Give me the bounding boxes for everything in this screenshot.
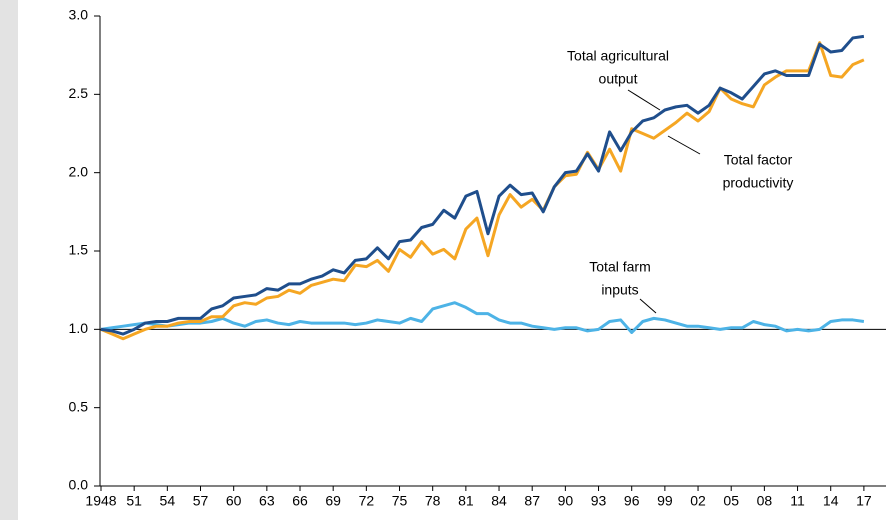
- series-label: productivity: [723, 175, 794, 191]
- x-tick-label: 17: [856, 493, 872, 509]
- leader-line: [639, 298, 657, 314]
- x-tick-label: 66: [292, 493, 308, 509]
- side-strip: [0, 0, 18, 520]
- x-tick-label: 60: [226, 493, 242, 509]
- x-tick-label: 63: [259, 493, 275, 509]
- x-tick-label: 05: [723, 493, 739, 509]
- x-tick-label: 11: [790, 493, 805, 509]
- leader-line: [667, 135, 701, 155]
- series-label: inputs: [601, 282, 638, 298]
- x-tick-label: 84: [491, 493, 507, 509]
- x-tick-label: 75: [392, 493, 408, 509]
- leader-line: [627, 89, 661, 111]
- series-label: Total farm: [589, 259, 650, 275]
- x-tick-label: 90: [558, 493, 574, 509]
- y-tick-label: 3.0: [69, 7, 89, 23]
- x-tick-label: 93: [591, 493, 607, 509]
- x-tick-label: 51: [126, 493, 142, 509]
- x-tick-label: 78: [425, 493, 441, 509]
- x-tick-label: 57: [193, 493, 209, 509]
- x-tick-label: 02: [690, 493, 706, 509]
- x-tick-label: 08: [757, 493, 773, 509]
- x-tick-label: 81: [458, 493, 474, 509]
- y-tick-label: 0.0: [69, 477, 89, 493]
- x-tick-label: 87: [524, 493, 540, 509]
- y-tick-label: 2.5: [69, 85, 89, 101]
- series-line: [100, 41, 865, 341]
- x-tick-label: 72: [359, 493, 375, 509]
- x-tick-label: 96: [624, 493, 640, 509]
- y-tick-label: 1.5: [69, 242, 89, 258]
- x-tick-label: 14: [823, 493, 839, 509]
- series-label: output: [599, 71, 638, 87]
- y-tick-label: 1.0: [69, 320, 89, 336]
- x-tick-label: 54: [160, 493, 176, 509]
- x-tick-label: 1948: [85, 493, 116, 509]
- series-line: [100, 34, 865, 336]
- y-tick-label: 2.0: [69, 163, 89, 179]
- series-line: [100, 301, 865, 334]
- series-label: Total factor: [724, 152, 793, 168]
- x-tick-label: 69: [325, 493, 341, 509]
- y-tick-label: 0.5: [69, 398, 89, 414]
- series-label: Total agricultural: [567, 48, 669, 64]
- x-tick-label: 99: [657, 493, 673, 509]
